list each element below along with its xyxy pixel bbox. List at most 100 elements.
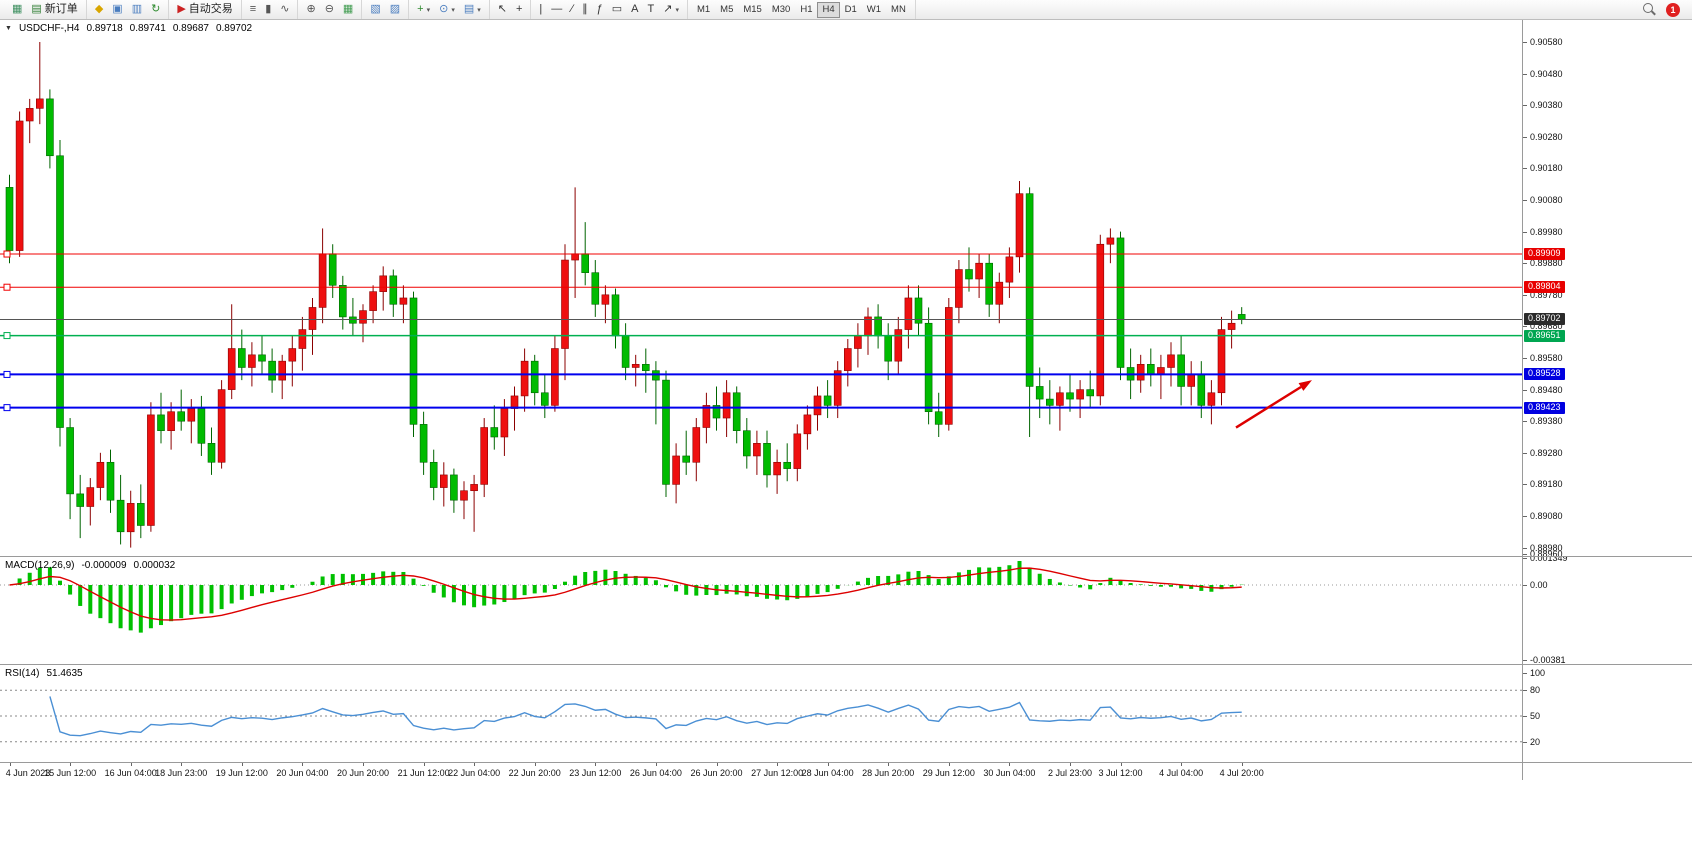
zoom-in-icon: ⊕ — [306, 3, 316, 15]
timeframe-m5[interactable]: M5 — [715, 2, 738, 18]
data-window-button[interactable]: ▥ — [128, 1, 146, 18]
support-line-blue-2[interactable] — [0, 404, 1522, 412]
candle — [652, 361, 660, 425]
trend-arrow-annotation[interactable] — [1235, 380, 1312, 429]
channel-button[interactable]: ∥ — [578, 1, 592, 18]
candle — [884, 323, 893, 381]
add-chart-button[interactable]: + ▾ — [413, 1, 434, 18]
search-icon[interactable] — [1643, 3, 1656, 16]
cascade-button[interactable]: ▨ — [386, 1, 404, 18]
window-group: ▧ ▨ — [362, 0, 410, 19]
candle — [1025, 187, 1034, 437]
cursor-button[interactable]: ↖ — [494, 1, 511, 18]
period-button[interactable]: ⊙ ▾ — [435, 1, 459, 18]
timeframe-mn[interactable]: MN — [886, 2, 911, 18]
price-axis[interactable]: 0.90580 0.90480 0.90380 0.90280 0.90180 0.900… — [1522, 20, 1692, 556]
timeframe-h1[interactable]: H1 — [795, 2, 817, 18]
candlestick-chart[interactable] — [0, 20, 1522, 556]
time-axis-tick — [474, 763, 476, 766]
support-line-green[interactable] — [0, 332, 1522, 340]
candle — [1035, 367, 1044, 419]
time-axis-label: 2 Jul 23:00 — [1047, 768, 1093, 778]
price-axis-label: 0.88980 — [1530, 542, 1563, 553]
macd-axis-tick — [1523, 558, 1527, 560]
shapes-button[interactable]: ▭ — [608, 1, 626, 18]
candle — [227, 304, 236, 400]
cursor-icon: ↖ — [497, 3, 507, 15]
candle — [460, 481, 468, 520]
text-label-button[interactable]: T — [643, 1, 658, 18]
time-axis-label: 20 Jun 04:00 — [276, 768, 329, 778]
autotrade-button[interactable]: ▶ 自动交易 — [173, 1, 236, 18]
trendline-button[interactable]: ∕ — [567, 1, 577, 18]
timeframe-group: M1 M5 M15 M30 H1 H4 D1 W1 MN — [688, 0, 916, 19]
template-button[interactable]: ▤ ▾ — [460, 1, 485, 18]
arrows-button[interactable]: ↗ ▾ — [659, 1, 683, 18]
rsi-line — [49, 696, 1242, 737]
time-axis[interactable]: 4 Jun 2023 15 Jun 12:00 16 Jun 04:00 18 Jun… — [0, 762, 1522, 780]
macd-axis-tick — [1523, 585, 1527, 586]
candle — [854, 323, 862, 368]
fibonacci-icon: ƒ — [596, 3, 603, 15]
bar-chart-button[interactable]: ≡ — [246, 1, 260, 18]
zoom-in-button[interactable]: ⊕ — [302, 1, 319, 18]
fibonacci-button[interactable]: ƒ — [593, 1, 607, 18]
candle — [611, 288, 620, 349]
timeframe-h4[interactable]: H4 — [817, 1, 840, 18]
tile-windows-icon: ▦ — [342, 3, 354, 15]
candle — [248, 342, 256, 387]
resistance-line-2[interactable] — [0, 283, 1522, 291]
candle — [167, 402, 175, 450]
candle — [157, 392, 165, 444]
rsi-indicator[interactable] — [0, 665, 1522, 762]
candle — [1187, 361, 1195, 406]
refresh-button[interactable]: ↻ — [147, 1, 164, 18]
time-axis-tick — [241, 763, 243, 766]
vertical-line-button[interactable]: | — [535, 1, 546, 18]
candle — [399, 285, 408, 324]
candle — [702, 392, 711, 444]
macd-axis[interactable]: 0.001349 0.00 -0.00381 — [1522, 556, 1692, 664]
candle — [207, 427, 216, 475]
new-order-button[interactable]: ▤ 新订单 — [27, 1, 81, 18]
timeframe-m30[interactable]: M30 — [767, 2, 795, 18]
notification-badge[interactable]: 1 — [1666, 2, 1680, 17]
timeframe-m15[interactable]: M15 — [738, 2, 766, 18]
candle — [369, 285, 377, 324]
resistance-line-1[interactable] — [0, 250, 1522, 258]
horizontal-line-button[interactable]: — — [547, 1, 566, 18]
zoom-out-button[interactable]: ⊖ — [321, 1, 338, 18]
main-chart-panel: ▼ USDCHF-,H4 0.89718 0.89741 0.89687 0.8… — [0, 20, 1522, 556]
new-order-icon: ▤ — [31, 3, 42, 15]
candlestick-chart-button[interactable]: ▮ — [261, 1, 275, 18]
time-axis-tick — [423, 763, 425, 766]
timeframe-m1[interactable]: M1 — [692, 2, 715, 18]
profiles-button[interactable]: ◆ — [91, 1, 107, 18]
toolbar: ▦ ▤ 新订单 ◆ ▣ ▥ ↻ ▶ 自动交易 ≡ ▮ ∿ ⊕ ⊖ ▦ ▧ ▨ + ▾ ⊙ ▾ ▤ ▾ ↖ + | — ∕ ∥ ƒ ▭ A T ↗ ▾… — [0, 0, 1692, 20]
candle — [520, 348, 529, 412]
timeframe-d1[interactable]: D1 — [840, 2, 862, 18]
candle — [540, 373, 549, 419]
price-axis-tick — [1523, 389, 1527, 391]
candle — [349, 297, 357, 336]
line-chart-button[interactable]: ∿ — [276, 1, 293, 18]
candle — [35, 42, 44, 125]
support-line-blue-1[interactable] — [0, 370, 1522, 378]
macd-axis-label: 0.00 — [1530, 580, 1548, 590]
time-axis-tick — [1181, 763, 1183, 766]
timeframe-w1[interactable]: W1 — [862, 2, 886, 18]
candle — [379, 266, 388, 311]
candle — [955, 260, 963, 324]
macd-axis-tick — [1523, 660, 1527, 661]
tile-windows-button[interactable]: ▦ — [339, 1, 357, 18]
candle — [985, 253, 994, 317]
text-button[interactable]: A — [627, 1, 642, 18]
macd-indicator[interactable] — [0, 557, 1522, 664]
auto-arrange-button[interactable]: ▧ — [366, 1, 384, 18]
crosshair-button[interactable]: + — [512, 1, 526, 18]
rsi-axis[interactable]: 100 80 50 20 — [1522, 664, 1692, 762]
time-axis-label: 29 Jun 12:00 — [922, 768, 975, 778]
candle — [1207, 380, 1216, 425]
symbol-chart-button[interactable]: ▦ — [8, 1, 26, 18]
print-button[interactable]: ▣ — [108, 1, 126, 18]
